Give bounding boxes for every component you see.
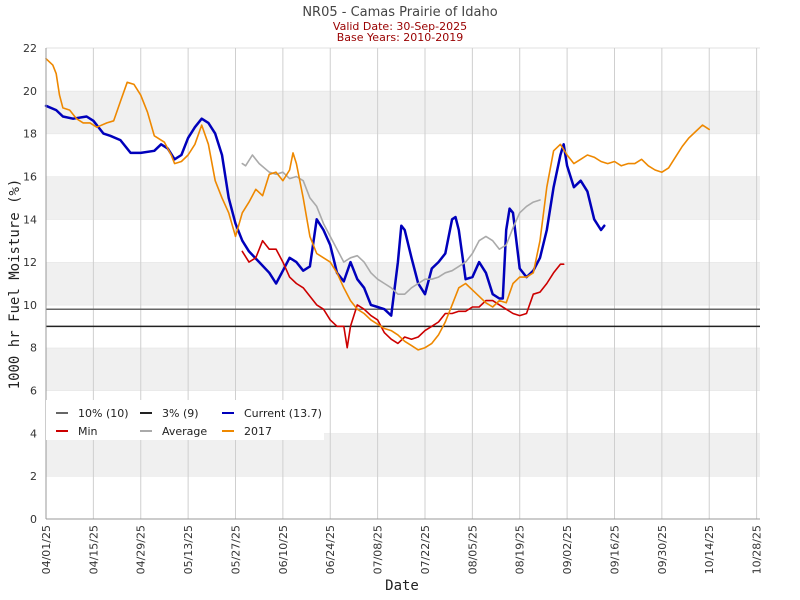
series-line-min: [241, 239, 565, 349]
series-line-average: [241, 154, 541, 295]
background-band: [46, 48, 760, 91]
x-tick-labels: 04/01/25 04/15/25 04/29/25 05/13/25 05/27/25…: [40, 525, 764, 574]
y-tick-label: 8: [30, 342, 37, 355]
x-tick-label: 10/14/25: [703, 525, 716, 574]
y-tick-label: 18: [23, 128, 37, 141]
threshold-lines: [46, 308, 760, 328]
x-tick-label: 08/19/25: [514, 525, 527, 574]
y-tick-label: 10: [23, 299, 37, 312]
x-axis-label: Date: [385, 578, 419, 594]
y-tick-label: 6: [30, 385, 37, 398]
y-tick-label: 16: [23, 170, 37, 183]
x-tick-label: 08/05/25: [466, 525, 479, 574]
x-tick-label: 07/08/25: [372, 525, 385, 574]
legend-label: Current (13.7): [244, 407, 322, 420]
y-tick-label: 22: [23, 42, 37, 55]
legend-label: 3% (9): [162, 407, 199, 420]
y-tick-labels: 0 2 4 6 8 10 12 14 16 18 20 22: [23, 42, 37, 526]
y-tick-label: 0: [30, 513, 37, 526]
x-tick-label: 04/29/25: [135, 525, 148, 574]
y-tick-label: 4: [30, 427, 37, 440]
chart-subtitle-valid-date: Valid Date: 30-Sep-2025: [333, 20, 467, 33]
background-band: [46, 133, 760, 177]
x-tick-label: 06/10/25: [277, 525, 290, 574]
y-tick-label: 2: [30, 470, 37, 483]
background-band: [46, 347, 760, 391]
x-tick-label: 07/22/25: [419, 525, 432, 574]
y-axis-label: 1000 hr Fuel Moisture (%): [7, 179, 23, 390]
x-tick-label: 06/24/25: [324, 525, 337, 574]
y-tick-label: 14: [23, 213, 37, 226]
series-line-2017: [45, 57, 710, 351]
x-tick-label: 05/27/25: [229, 525, 242, 574]
x-tick-label: 10/28/25: [751, 525, 764, 574]
x-tick-label: 09/16/25: [608, 525, 621, 574]
legend-label: 2017: [244, 425, 272, 438]
x-tick-label: 09/02/25: [561, 525, 574, 574]
background-bands: [46, 47, 760, 519]
series-lines: [44, 57, 710, 351]
chart-title: NR05 - Camas Prairie of Idaho: [302, 5, 497, 20]
y-tick-label: 12: [23, 256, 37, 269]
legend-label: 10% (10): [78, 407, 129, 420]
legend-label: Average: [162, 425, 207, 438]
legend: 10% (10) 3% (9) Current (13.7) Min Average 20…: [46, 400, 324, 440]
background-band: [46, 219, 760, 263]
x-tick-label: 04/01/25: [40, 525, 53, 574]
chart-subtitle-base-years: Base Years: 2010-2019: [337, 31, 463, 44]
background-band: [46, 176, 760, 220]
background-band: [46, 90, 760, 134]
x-tick-label: 09/30/25: [656, 525, 669, 574]
x-tick-label: 04/15/25: [87, 525, 100, 574]
background-band: [46, 476, 760, 519]
legend-background: [46, 400, 324, 440]
background-band: [46, 433, 760, 477]
background-band: [46, 262, 760, 305]
axes: [45, 48, 760, 520]
legend-label: Min: [78, 425, 98, 438]
x-tick-label: 05/13/25: [182, 525, 195, 574]
y-tick-label: 20: [23, 85, 37, 98]
